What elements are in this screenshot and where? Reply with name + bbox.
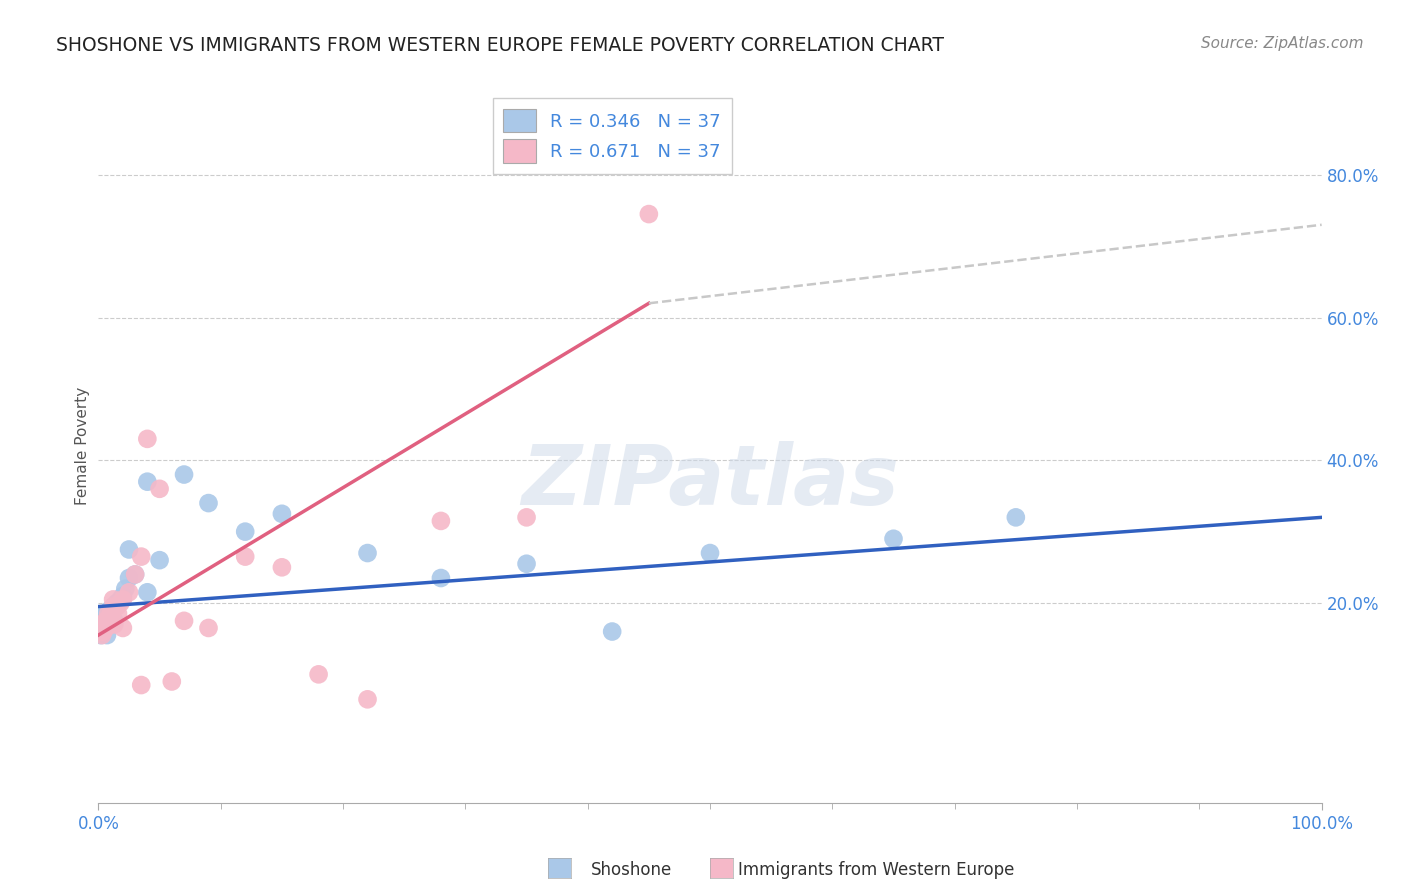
Point (105, 596, 128, 610)
Point (197, 621, 219, 635)
Point (101, 592, 124, 607)
Point (97, 607, 120, 621)
Point (124, 567, 146, 582)
Point (118, 585, 141, 599)
Point (129, 678, 152, 692)
Point (270, 560, 294, 574)
Point (515, 510, 537, 524)
Point (94, 621, 117, 635)
Point (91, 621, 114, 635)
Point (356, 546, 378, 560)
Point (90, 628, 112, 642)
Point (110, 592, 132, 607)
Point (173, 467, 195, 482)
Point (136, 585, 159, 599)
Text: ZIPatlas: ZIPatlas (522, 442, 898, 522)
Point (93, 610, 115, 624)
Point (101, 607, 124, 621)
Point (96, 617, 118, 632)
Point (100, 607, 122, 621)
Point (91, 628, 114, 642)
Point (118, 542, 141, 557)
Text: Shoshone: Shoshone (591, 861, 672, 879)
Legend: R = 0.346   N = 37, R = 0.671   N = 37: R = 0.346 N = 37, R = 0.671 N = 37 (492, 98, 731, 174)
Point (160, 674, 183, 689)
Point (114, 582, 136, 596)
Point (93, 617, 115, 632)
Point (356, 692, 378, 706)
Point (107, 607, 129, 621)
Point (308, 667, 330, 681)
Point (94, 614, 117, 628)
Point (110, 596, 132, 610)
Point (1004, 510, 1026, 524)
Point (96, 628, 118, 642)
Point (197, 496, 219, 510)
Point (111, 589, 134, 603)
Point (94, 614, 117, 628)
Point (101, 614, 124, 628)
Point (91, 624, 114, 639)
Point (111, 621, 134, 635)
Point (100, 603, 122, 617)
Point (89, 614, 111, 628)
Point (515, 557, 537, 571)
Point (94, 607, 117, 621)
Text: SHOSHONE VS IMMIGRANTS FROM WESTERN EUROPE FEMALE POVERTY CORRELATION CHART: SHOSHONE VS IMMIGRANTS FROM WESTERN EURO… (56, 36, 945, 54)
Point (101, 599, 124, 614)
Point (98, 617, 121, 632)
Point (89, 621, 111, 635)
Point (233, 524, 256, 539)
Point (600, 624, 623, 639)
Point (149, 482, 172, 496)
Point (103, 614, 125, 628)
Point (173, 614, 195, 628)
Text: Source: ZipAtlas.com: Source: ZipAtlas.com (1201, 36, 1364, 51)
Text: Immigrants from Western Europe: Immigrants from Western Europe (738, 861, 1015, 879)
Point (107, 596, 129, 610)
Point (699, 546, 721, 560)
Point (101, 599, 124, 614)
Point (111, 592, 134, 607)
Point (270, 507, 294, 521)
Point (149, 553, 172, 567)
Point (136, 475, 159, 489)
Point (129, 549, 152, 564)
Point (124, 567, 146, 582)
Y-axis label: Female Poverty: Female Poverty (75, 387, 90, 505)
Point (91, 614, 114, 628)
Point (430, 571, 453, 585)
Point (91, 610, 114, 624)
Point (103, 617, 125, 632)
Point (233, 549, 256, 564)
Point (430, 514, 453, 528)
Point (136, 432, 159, 446)
Point (98, 603, 121, 617)
Point (637, 207, 661, 221)
Point (90, 624, 112, 639)
Point (118, 571, 141, 585)
Point (91, 617, 114, 632)
Point (883, 532, 905, 546)
Point (105, 599, 128, 614)
Point (97, 617, 120, 632)
